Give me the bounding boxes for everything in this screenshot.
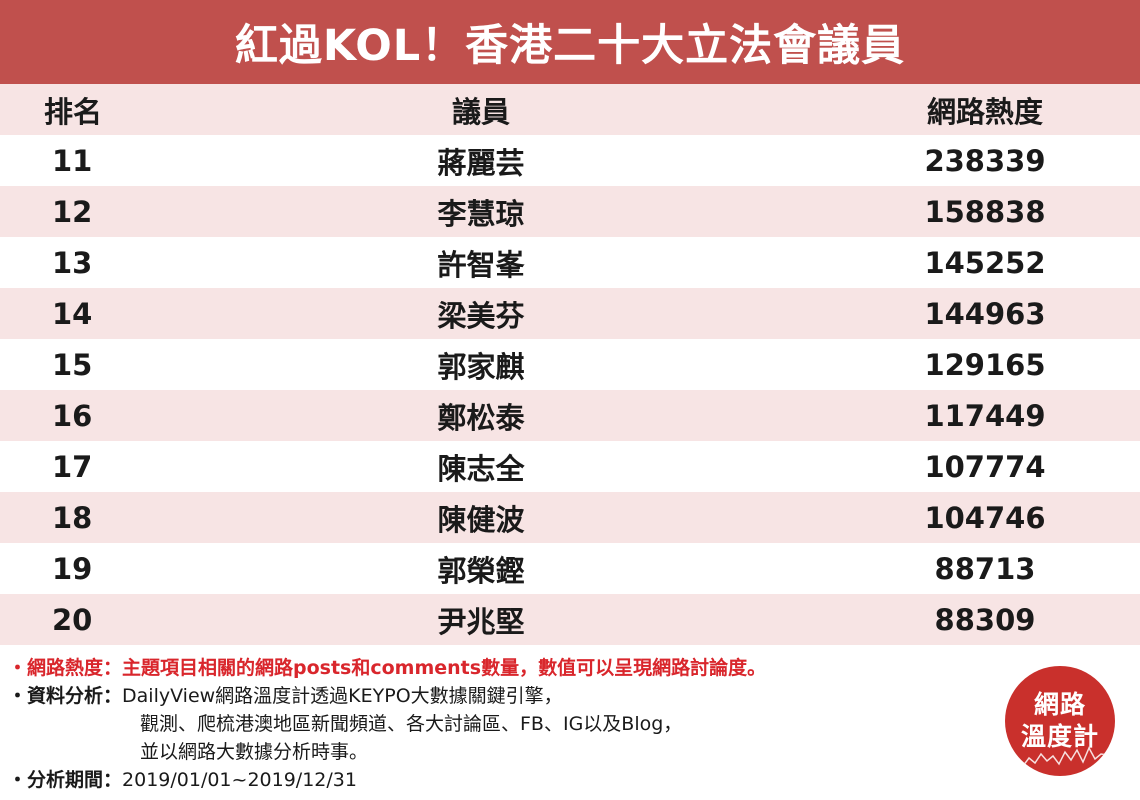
heat-cell: 88309 xyxy=(934,602,1036,637)
note-period-label: ・分析期間： xyxy=(8,769,123,791)
table-row: 13 許智峯 145252 xyxy=(0,237,1140,288)
name-cell: 鄭松泰 xyxy=(437,400,525,435)
heat-cell: 238339 xyxy=(924,143,1046,178)
rank-cell: 16 xyxy=(52,398,93,433)
heat-cell: 107774 xyxy=(924,449,1046,484)
table-row: 11 蔣麗芸 238339 xyxy=(0,135,1140,186)
page-title: 紅過KOL！香港二十大立法會議員 xyxy=(234,21,906,71)
heat-cell: 88713 xyxy=(934,551,1036,586)
rank-cell: 12 xyxy=(52,194,93,229)
note-analysis-label: ・資料分析： xyxy=(8,685,123,707)
table-row: 14 梁美芬 144963 xyxy=(0,288,1140,339)
heat-cell: 158838 xyxy=(924,194,1046,229)
rank-cell: 14 xyxy=(52,296,93,331)
rank-cell: 13 xyxy=(52,245,93,280)
heat-cell: 129165 xyxy=(924,347,1046,382)
name-cell: 尹兆堅 xyxy=(437,604,525,639)
header-heat: 網路熱度 xyxy=(926,94,1043,129)
note-heat-definition: ・網路熱度：主題項目相關的網路posts和comments數量，數值可以呈現網路… xyxy=(8,657,767,679)
rank-cell: 15 xyxy=(52,347,93,382)
table-row: 20 尹兆堅 88309 xyxy=(0,594,1140,645)
rank-cell: 18 xyxy=(52,500,93,535)
title-bar: 紅過KOL！香港二十大立法會議員 xyxy=(0,0,1140,84)
name-cell: 李慧琼 xyxy=(437,196,525,231)
rank-cell: 17 xyxy=(52,449,93,484)
name-cell: 蔣麗芸 xyxy=(437,145,525,180)
rank-cell: 20 xyxy=(52,602,93,637)
name-cell: 郭家麒 xyxy=(437,349,525,384)
name-cell: 陳志全 xyxy=(437,451,525,486)
table-row: 17 陳志全 107774 xyxy=(0,441,1140,492)
dailyview-logo: 網路 溫度計 xyxy=(1005,666,1115,776)
heat-cell: 144963 xyxy=(924,296,1046,331)
name-cell: 郭榮鏗 xyxy=(437,553,525,588)
name-cell: 許智峯 xyxy=(437,247,525,282)
note-analysis-line3: 並以網路大數據分析時事。 xyxy=(140,741,369,763)
note-analysis-line2: 觀測、爬梳港澳地區新聞頻道、各大討論區、FB、IG以及Blog， xyxy=(140,713,683,735)
name-cell: 梁美芬 xyxy=(437,298,525,333)
name-cell: 陳健波 xyxy=(437,502,525,537)
ranking-table: 排名 議員 網路熱度 11 蔣麗芸 238339 12 李慧琼 158838 13 許智峯 14… xyxy=(0,84,1140,645)
header-name: 議員 xyxy=(451,94,510,129)
table-row: 12 李慧琼 158838 xyxy=(0,186,1140,237)
note-period-value: 2019/01/01~2019/12/31 xyxy=(122,769,357,791)
table-row: 15 郭家麒 129165 xyxy=(0,339,1140,390)
note-analysis-line1: DailyView網路溫度計透過KEYPO大數據關鍵引擎， xyxy=(122,685,563,707)
table-row: 19 郭榮鏗 88713 xyxy=(0,543,1140,594)
heat-cell: 145252 xyxy=(924,245,1046,280)
logo-line1: 網路 xyxy=(1033,690,1086,719)
pulse-line-icon xyxy=(1005,746,1115,768)
notes: ・網路熱度：主題項目相關的網路posts和comments數量，數值可以呈現網路… xyxy=(8,654,988,794)
table-row: 16 鄭松泰 117449 xyxy=(0,390,1140,441)
heat-cell: 104746 xyxy=(924,500,1046,535)
table-header: 排名 議員 網路熱度 xyxy=(0,84,1140,135)
heat-cell: 117449 xyxy=(924,398,1046,433)
rank-cell: 11 xyxy=(52,143,93,178)
table-row: 18 陳健波 104746 xyxy=(0,492,1140,543)
logo-line2: 溫度計 xyxy=(1020,722,1099,751)
rank-cell: 19 xyxy=(52,551,93,586)
header-rank: 排名 xyxy=(44,94,103,129)
